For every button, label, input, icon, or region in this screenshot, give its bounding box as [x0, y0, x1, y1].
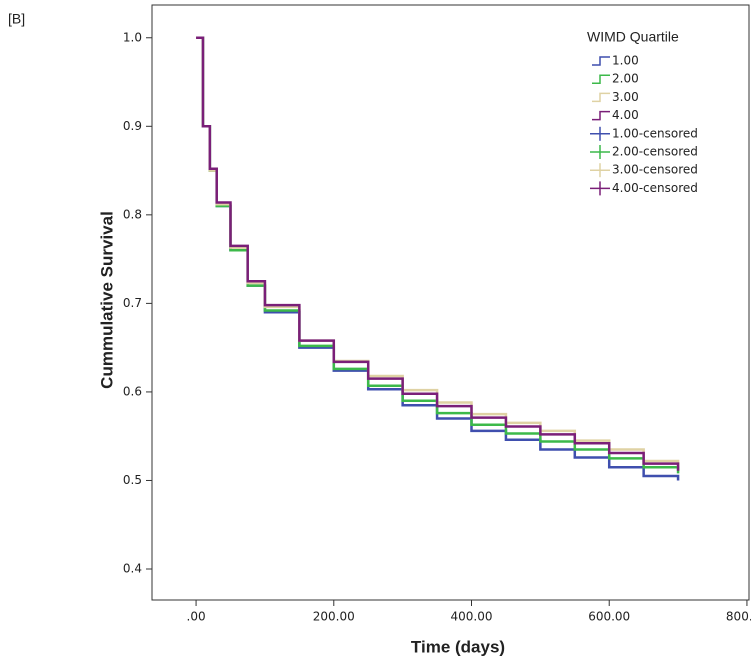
- legend-title: WIMD Quartile: [587, 29, 679, 45]
- y-tick-label: 0.4: [123, 562, 142, 576]
- x-axis-title: Time (days): [411, 637, 505, 656]
- legend-label: 4.00-censored: [612, 181, 698, 195]
- y-axis-title: Cummulative Survival: [97, 211, 116, 389]
- legend-label: 3.00: [612, 90, 639, 104]
- survival-curve: [196, 36, 680, 471]
- legend-label: 2.00: [612, 72, 639, 86]
- x-tick-label: 800.00: [726, 610, 751, 624]
- y-tick-label: 0.7: [123, 296, 142, 310]
- legend-label: 1.00: [612, 54, 639, 68]
- legend-swatch: [592, 56, 610, 66]
- y-tick-label: 0.8: [123, 207, 142, 221]
- panel-label: [B]: [8, 11, 25, 27]
- x-tick-label: 400.00: [451, 610, 493, 624]
- legend-label: 2.00-censored: [612, 145, 698, 159]
- legend-label: 3.00-censored: [612, 163, 698, 177]
- legend-label: 4.00: [612, 108, 639, 122]
- plot-frame: [151, 4, 750, 601]
- x-tick-label: 600.00: [588, 610, 630, 624]
- legend-label: 1.00-censored: [612, 126, 698, 140]
- legend-swatch: [592, 110, 610, 121]
- survival-curve: [196, 36, 680, 474]
- y-tick-label: 0.6: [123, 384, 142, 398]
- y-tick-label: 0.5: [123, 473, 142, 487]
- y-tick-label: 0.9: [123, 119, 142, 133]
- x-tick-label: 200.00: [313, 610, 355, 624]
- legend-swatch: [592, 74, 610, 84]
- legend-swatch: [592, 92, 610, 103]
- y-tick-label: 1.0: [123, 30, 142, 44]
- x-tick-label: .00: [187, 610, 206, 624]
